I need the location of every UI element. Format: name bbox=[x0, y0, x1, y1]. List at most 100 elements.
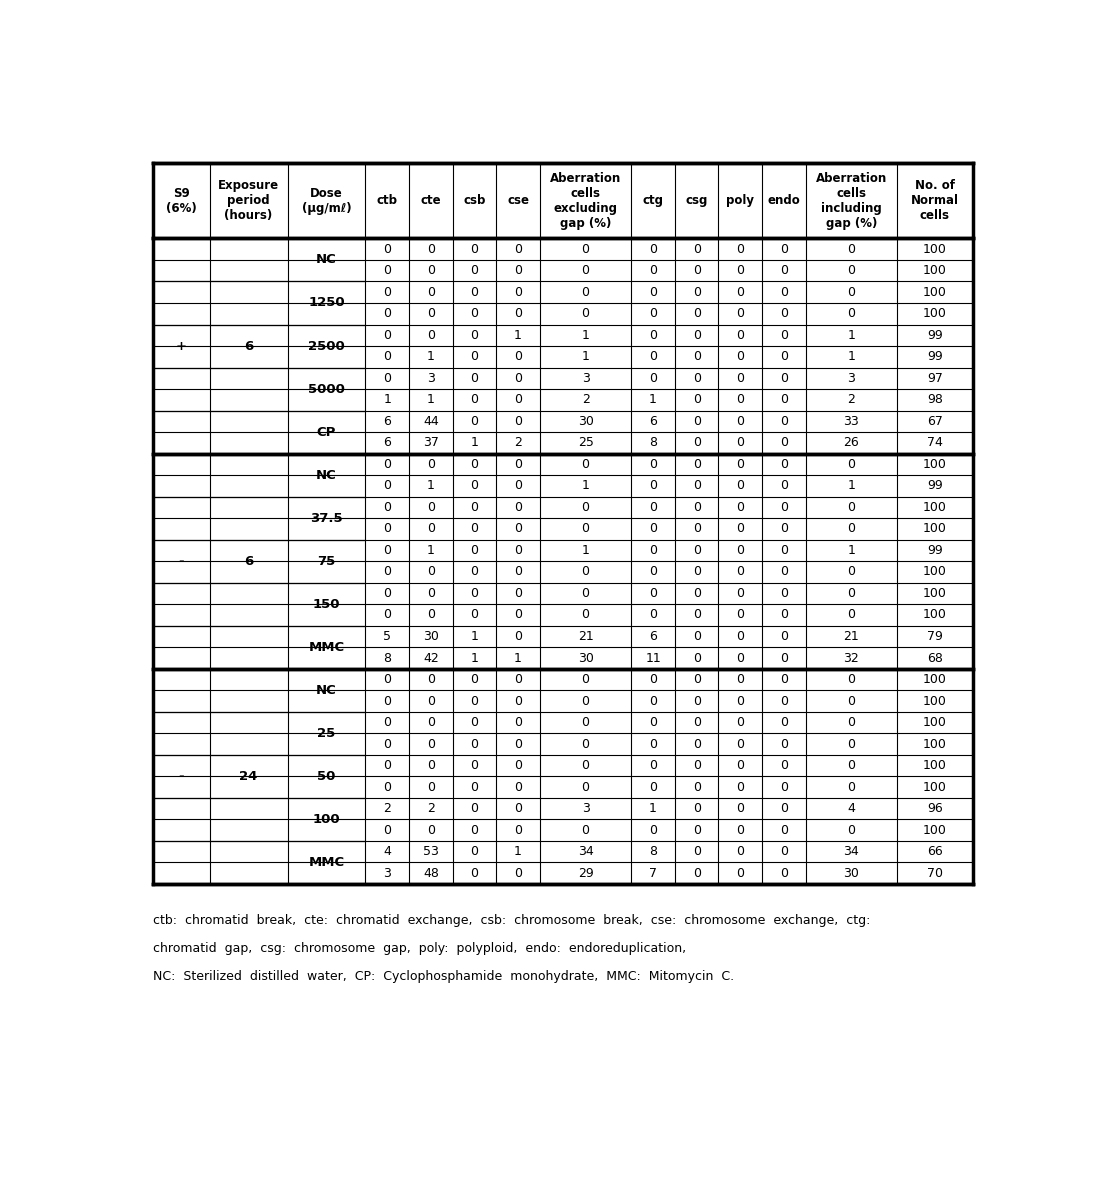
Text: 4: 4 bbox=[383, 846, 391, 859]
Text: 37: 37 bbox=[423, 436, 439, 449]
Text: 0: 0 bbox=[737, 759, 744, 772]
Text: 1: 1 bbox=[848, 479, 855, 492]
Text: 0: 0 bbox=[383, 286, 391, 299]
Text: 30: 30 bbox=[578, 414, 594, 428]
Text: 0: 0 bbox=[780, 824, 788, 837]
Text: 24: 24 bbox=[239, 770, 258, 783]
Text: 0: 0 bbox=[582, 264, 590, 277]
Text: 0: 0 bbox=[693, 522, 701, 536]
Text: 0: 0 bbox=[470, 846, 479, 859]
Text: 0: 0 bbox=[649, 479, 657, 492]
Text: 1: 1 bbox=[471, 651, 479, 664]
Text: 0: 0 bbox=[780, 264, 788, 277]
Text: 0: 0 bbox=[737, 609, 744, 621]
Text: 0: 0 bbox=[780, 781, 788, 794]
Text: 1: 1 bbox=[471, 436, 479, 449]
Text: 100: 100 bbox=[923, 824, 946, 837]
Text: 1: 1 bbox=[514, 651, 522, 664]
Text: 0: 0 bbox=[514, 243, 522, 256]
Text: 0: 0 bbox=[383, 522, 391, 536]
Text: 0: 0 bbox=[848, 781, 855, 794]
Text: 0: 0 bbox=[848, 501, 855, 514]
Text: 0: 0 bbox=[649, 286, 657, 299]
Text: 0: 0 bbox=[693, 286, 701, 299]
Text: 79: 79 bbox=[927, 631, 943, 643]
Text: 30: 30 bbox=[578, 651, 594, 664]
Text: Aberration
cells
including
gap (%): Aberration cells including gap (%) bbox=[816, 172, 887, 229]
Text: cse: cse bbox=[507, 195, 529, 207]
Text: 0: 0 bbox=[693, 824, 701, 837]
Text: 0: 0 bbox=[383, 372, 391, 384]
Text: 0: 0 bbox=[737, 522, 744, 536]
Text: chromatid  gap,  csg:  chromosome  gap,  poly:  polyploid,  endo:  endoreduplica: chromatid gap, csg: chromosome gap, poly… bbox=[153, 942, 685, 955]
Text: 5000: 5000 bbox=[309, 383, 345, 395]
Text: 0: 0 bbox=[780, 458, 788, 471]
Text: 0: 0 bbox=[780, 351, 788, 363]
Text: 0: 0 bbox=[737, 824, 744, 837]
Text: NC: NC bbox=[316, 683, 337, 697]
Text: 8: 8 bbox=[649, 436, 657, 449]
Text: 1: 1 bbox=[514, 329, 522, 342]
Text: 0: 0 bbox=[780, 609, 788, 621]
Text: 0: 0 bbox=[737, 802, 744, 815]
Text: 99: 99 bbox=[927, 479, 943, 492]
Text: 0: 0 bbox=[780, 651, 788, 664]
Text: 0: 0 bbox=[649, 716, 657, 729]
Text: 0: 0 bbox=[693, 307, 701, 321]
Text: 2: 2 bbox=[427, 802, 435, 815]
Text: 0: 0 bbox=[383, 566, 391, 579]
Text: 97: 97 bbox=[927, 372, 943, 384]
Text: 0: 0 bbox=[427, 673, 435, 686]
Text: cte: cte bbox=[421, 195, 441, 207]
Text: 25: 25 bbox=[578, 436, 594, 449]
Text: 0: 0 bbox=[582, 286, 590, 299]
Text: 99: 99 bbox=[927, 329, 943, 342]
Text: 0: 0 bbox=[649, 372, 657, 384]
Text: 100: 100 bbox=[923, 522, 946, 536]
Text: 100: 100 bbox=[923, 781, 946, 794]
Text: 0: 0 bbox=[649, 522, 657, 536]
Text: 0: 0 bbox=[470, 501, 479, 514]
Text: 0: 0 bbox=[780, 737, 788, 751]
Text: 0: 0 bbox=[514, 522, 522, 536]
Text: 26: 26 bbox=[843, 436, 860, 449]
Text: 0: 0 bbox=[780, 867, 788, 879]
Text: 0: 0 bbox=[780, 329, 788, 342]
Text: 1: 1 bbox=[848, 329, 855, 342]
Text: 0: 0 bbox=[427, 329, 435, 342]
Text: 37.5: 37.5 bbox=[310, 512, 343, 525]
Text: 0: 0 bbox=[848, 673, 855, 686]
Text: 0: 0 bbox=[427, 522, 435, 536]
Text: 0: 0 bbox=[737, 651, 744, 664]
Text: 0: 0 bbox=[514, 802, 522, 815]
Text: 0: 0 bbox=[470, 544, 479, 557]
Text: 0: 0 bbox=[780, 479, 788, 492]
Text: 21: 21 bbox=[843, 631, 860, 643]
Text: 1: 1 bbox=[582, 479, 590, 492]
Text: 8: 8 bbox=[649, 846, 657, 859]
Text: 1: 1 bbox=[427, 544, 435, 557]
Text: 0: 0 bbox=[514, 631, 522, 643]
Text: Dose
(μg/mℓ): Dose (μg/mℓ) bbox=[302, 186, 351, 215]
Text: 1: 1 bbox=[427, 351, 435, 363]
Text: ctb:  chromatid  break,  cte:  chromatid  exchange,  csb:  chromosome  break,  c: ctb: chromatid break, cte: chromatid exc… bbox=[153, 914, 870, 927]
Text: 0: 0 bbox=[383, 329, 391, 342]
Text: 4: 4 bbox=[848, 802, 855, 815]
Text: 0: 0 bbox=[780, 587, 788, 600]
Text: 3: 3 bbox=[582, 802, 590, 815]
Text: 0: 0 bbox=[470, 307, 479, 321]
Text: 0: 0 bbox=[848, 587, 855, 600]
Text: 0: 0 bbox=[848, 609, 855, 621]
Text: 11: 11 bbox=[646, 651, 661, 664]
Text: 0: 0 bbox=[649, 737, 657, 751]
Text: 0: 0 bbox=[514, 737, 522, 751]
Text: 0: 0 bbox=[514, 393, 522, 406]
Text: 0: 0 bbox=[514, 694, 522, 707]
Text: 100: 100 bbox=[923, 694, 946, 707]
Text: 0: 0 bbox=[383, 479, 391, 492]
Text: 0: 0 bbox=[693, 759, 701, 772]
Text: 0: 0 bbox=[737, 694, 744, 707]
Text: 32: 32 bbox=[843, 651, 860, 664]
Text: 6: 6 bbox=[383, 436, 391, 449]
Text: 2: 2 bbox=[848, 393, 855, 406]
